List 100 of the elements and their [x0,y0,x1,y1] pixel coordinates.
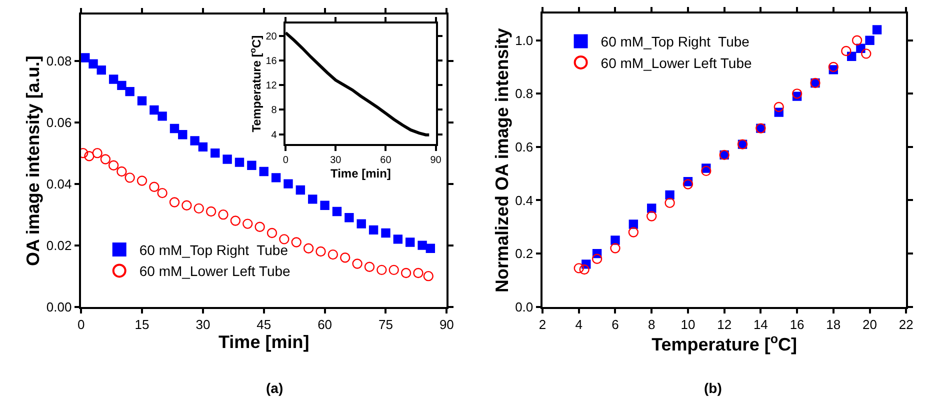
x-tick-label: 0 [282,154,289,166]
x-tick-label: 30 [196,317,210,332]
point [682,179,694,190]
y-tick-label: 0.04 [46,176,72,192]
point [368,225,378,235]
point [393,234,403,244]
x-axis-title: Time [min] [330,166,391,180]
x-tick-label: 10 [680,317,696,332]
point [279,234,290,244]
point [247,160,256,170]
point [308,194,318,204]
legend-label: 60 mM_Top Right Tube [139,242,288,258]
point [352,258,362,269]
point [701,166,712,176]
legend-label: 60 mM_Lower Left Tube [600,54,752,71]
point [234,158,244,167]
x-tick-label: 2 [538,317,546,332]
point [364,262,375,272]
point [178,130,188,140]
point [592,254,602,264]
x-tick-label: 16 [790,317,804,332]
point [828,62,839,72]
point [170,124,180,134]
point [646,211,657,222]
x-tick-label: 60 [380,154,392,166]
point [92,148,102,158]
point [242,218,253,229]
point [198,142,208,152]
point [206,206,216,217]
point [388,264,399,276]
y-tick-label: 0.8 [515,86,534,102]
point [865,36,874,45]
point [406,238,415,247]
point [218,209,228,220]
point [296,185,306,195]
y-tick-label: 12 [266,80,278,92]
x-tick-label: 8 [648,317,656,332]
point [841,46,852,56]
point [628,227,639,238]
y-tick-label: 0.02 [46,238,72,253]
y-tick-label: 0.4 [515,192,534,208]
point [418,240,427,250]
x-tick-label: 75 [378,317,393,332]
point [647,204,656,213]
point [774,102,784,112]
point [222,154,232,164]
x-tick-label: 90 [430,154,442,166]
point [271,173,281,182]
x-axis-title: Time [min] [218,332,310,352]
x-tick-label: 0 [77,317,85,332]
legend-label: 60 mM_Lower Left Tube [139,263,291,280]
text: (a) [266,380,284,396]
y-tick-label: 4 [271,130,278,141]
x-tick-label: 18 [826,317,841,332]
point [426,244,436,254]
point [157,188,168,198]
point [108,160,119,170]
x-tick-label: 14 [753,317,768,332]
point [100,154,111,164]
point [579,264,590,275]
point [852,35,862,46]
y-tick-label: 0.6 [515,140,534,155]
point [316,246,326,257]
x-tick-label: 22 [898,317,914,332]
point [574,263,584,274]
point [344,213,354,222]
y-tick-label: 8 [271,105,278,116]
point [381,228,390,238]
point [210,148,220,158]
x-axis-title: Temperature [$^{o}$C] [652,332,798,355]
point [81,53,90,62]
x-tick-label: 12 [717,317,732,332]
point [117,80,126,90]
point [84,151,94,162]
point [254,222,265,232]
point [872,25,882,34]
point [423,270,434,282]
point [340,252,350,263]
legend-label: 60 mM_Top Right Tube [600,34,750,50]
point [356,219,366,228]
point [628,220,638,229]
point [291,237,302,248]
x-tick-label: 4 [575,317,582,332]
point [158,112,167,121]
x-tick-label: 45 [256,317,272,332]
point [169,197,180,208]
point [665,190,674,200]
point [88,59,98,69]
point [303,243,314,254]
y-tick-label: 1.0 [515,32,534,48]
point [284,179,293,188]
text: (b) [704,380,722,396]
point [792,88,802,99]
y-tick-label: 20 [266,31,278,42]
y-tick-label: 0.00 [46,299,72,314]
x-tick-label: 15 [134,317,150,332]
y-tick-label: 0.08 [46,53,72,68]
y-tick-label: 0.0 [515,299,534,314]
y-tick-label: 0.2 [515,246,534,262]
point [413,268,424,278]
